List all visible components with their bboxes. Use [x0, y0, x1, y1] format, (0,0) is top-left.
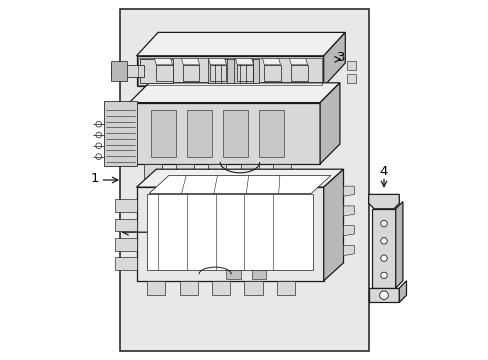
Polygon shape	[212, 281, 230, 295]
Circle shape	[96, 121, 102, 127]
Circle shape	[380, 220, 386, 227]
Polygon shape	[129, 83, 339, 103]
Polygon shape	[154, 58, 172, 65]
Bar	[258, 110, 284, 157]
Polygon shape	[176, 164, 194, 178]
Polygon shape	[264, 65, 280, 81]
Bar	[346, 61, 355, 70]
Polygon shape	[320, 83, 339, 164]
Polygon shape	[343, 226, 354, 236]
Bar	[120, 9, 368, 351]
Polygon shape	[289, 58, 307, 65]
Polygon shape	[104, 101, 136, 166]
Polygon shape	[368, 194, 399, 209]
Polygon shape	[323, 169, 343, 281]
Polygon shape	[179, 281, 197, 295]
Polygon shape	[115, 199, 136, 212]
Text: 1: 1	[91, 172, 99, 185]
Polygon shape	[399, 281, 406, 302]
Polygon shape	[343, 246, 354, 256]
Polygon shape	[291, 65, 307, 81]
Polygon shape	[149, 175, 330, 194]
Bar	[226, 270, 241, 279]
Polygon shape	[140, 59, 172, 83]
Bar	[208, 59, 258, 83]
Polygon shape	[136, 169, 343, 187]
Polygon shape	[143, 164, 162, 178]
Bar	[186, 110, 212, 157]
Text: 3: 3	[337, 51, 345, 64]
Polygon shape	[371, 209, 395, 288]
Polygon shape	[156, 65, 172, 81]
Bar	[111, 61, 127, 81]
Polygon shape	[183, 65, 199, 81]
Polygon shape	[136, 32, 345, 56]
Text: 4: 4	[379, 165, 387, 177]
Polygon shape	[395, 202, 402, 288]
Polygon shape	[136, 187, 323, 281]
Polygon shape	[343, 206, 354, 216]
Polygon shape	[241, 164, 258, 178]
Polygon shape	[111, 65, 143, 77]
Polygon shape	[323, 32, 345, 86]
Circle shape	[96, 143, 102, 149]
Polygon shape	[262, 58, 280, 65]
Polygon shape	[208, 164, 226, 178]
Circle shape	[380, 272, 386, 279]
Polygon shape	[235, 58, 253, 65]
Polygon shape	[276, 281, 294, 295]
Circle shape	[96, 132, 102, 138]
Bar	[251, 270, 265, 279]
Circle shape	[379, 291, 387, 300]
Polygon shape	[368, 288, 399, 302]
Bar	[147, 194, 312, 270]
Polygon shape	[273, 164, 291, 178]
Bar	[346, 74, 355, 83]
Polygon shape	[343, 186, 354, 196]
Polygon shape	[181, 58, 199, 65]
Polygon shape	[115, 257, 136, 270]
Circle shape	[380, 255, 386, 261]
Polygon shape	[115, 219, 136, 231]
Circle shape	[96, 154, 102, 159]
Polygon shape	[210, 65, 226, 81]
Polygon shape	[147, 281, 165, 295]
Polygon shape	[237, 65, 253, 81]
Bar	[223, 110, 247, 157]
Bar	[151, 110, 176, 157]
Circle shape	[380, 238, 386, 244]
Polygon shape	[208, 58, 226, 65]
Text: 2: 2	[177, 224, 185, 237]
Polygon shape	[244, 281, 262, 295]
Polygon shape	[129, 103, 320, 164]
Polygon shape	[115, 238, 136, 251]
Polygon shape	[136, 56, 323, 86]
